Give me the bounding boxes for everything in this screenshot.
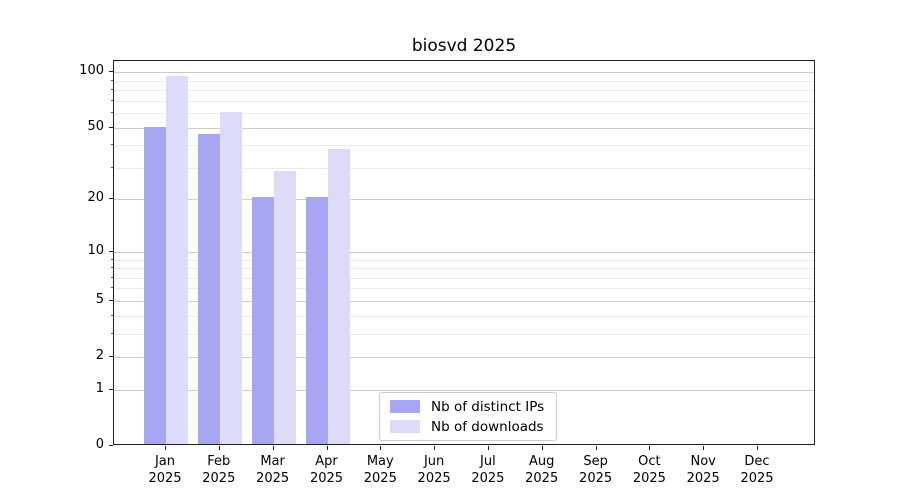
gridline-minor xyxy=(114,90,814,91)
bar-downloads-jan xyxy=(166,76,188,444)
legend-item-distinct-ips: Nb of distinct IPs xyxy=(390,398,544,415)
y-minor-tick-mark xyxy=(111,287,113,289)
legend: Nb of distinct IPs Nb of downloads xyxy=(379,392,558,441)
y-minor-tick-mark xyxy=(111,112,113,113)
legend-label-distinct-ips: Nb of distinct IPs xyxy=(431,398,545,415)
bar-distinct-ips-jan xyxy=(144,127,166,444)
gridline-major xyxy=(114,300,814,302)
x-tick-mark xyxy=(757,446,758,450)
gridline-minor xyxy=(114,259,814,261)
y-minor-tick-mark xyxy=(111,89,113,90)
y-minor-tick-mark xyxy=(111,166,113,168)
x-tick-label-apr: Apr 2025 xyxy=(309,454,344,486)
x-tick-mark xyxy=(272,446,274,450)
y-tick-mark xyxy=(109,71,113,73)
legend-item-downloads: Nb of downloads xyxy=(390,418,544,435)
legend-swatch-distinct-ips-icon xyxy=(390,400,420,413)
y-minor-tick-mark xyxy=(111,79,113,81)
bar-distinct-ips-apr xyxy=(305,197,328,444)
x-tick-label-jan: Jan 2025 xyxy=(148,454,182,486)
x-tick-label-may: May 2025 xyxy=(363,454,397,486)
y-tick-mark xyxy=(109,356,113,357)
x-tick-label-oct: Oct 2025 xyxy=(632,454,666,486)
x-tick-mark xyxy=(165,446,166,450)
y-tick-mark xyxy=(109,445,113,446)
bar-downloads-feb xyxy=(219,112,242,444)
y-tick-label: 20 xyxy=(87,190,104,206)
gridline-minor xyxy=(114,315,814,317)
gridline-major xyxy=(114,127,814,129)
y-tick-label: 0 xyxy=(95,437,104,452)
bar-downloads-apr xyxy=(327,149,350,444)
legend-swatch-downloads-icon xyxy=(390,420,420,433)
y-tick-label: 50 xyxy=(87,118,104,134)
gridline-major xyxy=(114,199,814,201)
y-tick-mark xyxy=(109,198,113,200)
gridline-minor xyxy=(114,288,814,290)
y-minor-tick-mark xyxy=(111,332,113,334)
x-tick-label-sep: Sep 2025 xyxy=(579,454,613,486)
x-tick-mark xyxy=(326,446,328,450)
gridline-major xyxy=(114,389,814,391)
gridline-minor xyxy=(114,145,814,147)
y-tick-label: 5 xyxy=(95,291,104,307)
gridline-major xyxy=(114,357,814,358)
y-tick-label: 10 xyxy=(87,242,104,258)
y-minor-tick-mark xyxy=(111,144,113,146)
bar-downloads-mar xyxy=(273,171,296,444)
x-tick-mark xyxy=(595,446,597,450)
x-tick-mark xyxy=(649,446,651,450)
x-tick-label-nov: Nov 2025 xyxy=(686,454,720,486)
x-tick-mark xyxy=(541,446,543,450)
gridline-minor xyxy=(114,80,814,82)
x-tick-label-dec: Dec 2025 xyxy=(740,454,774,486)
gridline-minor xyxy=(114,167,814,169)
x-tick-mark xyxy=(218,446,220,450)
plot-area: Nb of distinct IPs Nb of downloads xyxy=(113,60,815,445)
x-tick-label-mar: Mar 2025 xyxy=(256,454,290,486)
y-tick-label: 1 xyxy=(95,380,104,396)
y-tick-mark xyxy=(109,250,113,252)
bar-distinct-ips-mar xyxy=(251,197,274,444)
gridline-minor xyxy=(114,113,814,114)
x-tick-label-jun: Jun 2025 xyxy=(417,454,451,486)
y-minor-tick-mark xyxy=(111,258,113,260)
gridline-minor xyxy=(114,333,814,335)
chart-title: biosvd 2025 xyxy=(411,36,517,56)
x-tick-mark xyxy=(434,446,436,450)
y-tick-mark xyxy=(109,126,113,128)
x-tick-mark xyxy=(380,446,382,450)
y-tick-label: 2 xyxy=(95,348,104,363)
y-tick-label: 100 xyxy=(79,63,104,79)
x-tick-label-aug: Aug 2025 xyxy=(525,454,559,486)
gridline-minor xyxy=(114,100,814,102)
y-tick-mark xyxy=(109,299,113,301)
x-tick-mark xyxy=(487,446,489,450)
y-minor-tick-mark xyxy=(111,314,113,316)
y-tick-mark xyxy=(109,388,113,390)
gridline-minor xyxy=(114,277,814,279)
x-tick-label-feb: Feb 2025 xyxy=(202,454,236,486)
x-tick-mark xyxy=(703,446,705,450)
bar-distinct-ips-feb xyxy=(197,133,220,444)
y-minor-tick-mark xyxy=(111,99,113,101)
gridline-major xyxy=(114,72,814,74)
y-minor-tick-mark xyxy=(111,276,113,278)
gridline-major xyxy=(114,251,814,253)
legend-label-downloads: Nb of downloads xyxy=(431,418,544,435)
gridline-minor xyxy=(114,268,814,269)
y-minor-tick-mark xyxy=(111,267,113,268)
x-tick-label-jul: Jul 2025 xyxy=(471,454,505,486)
